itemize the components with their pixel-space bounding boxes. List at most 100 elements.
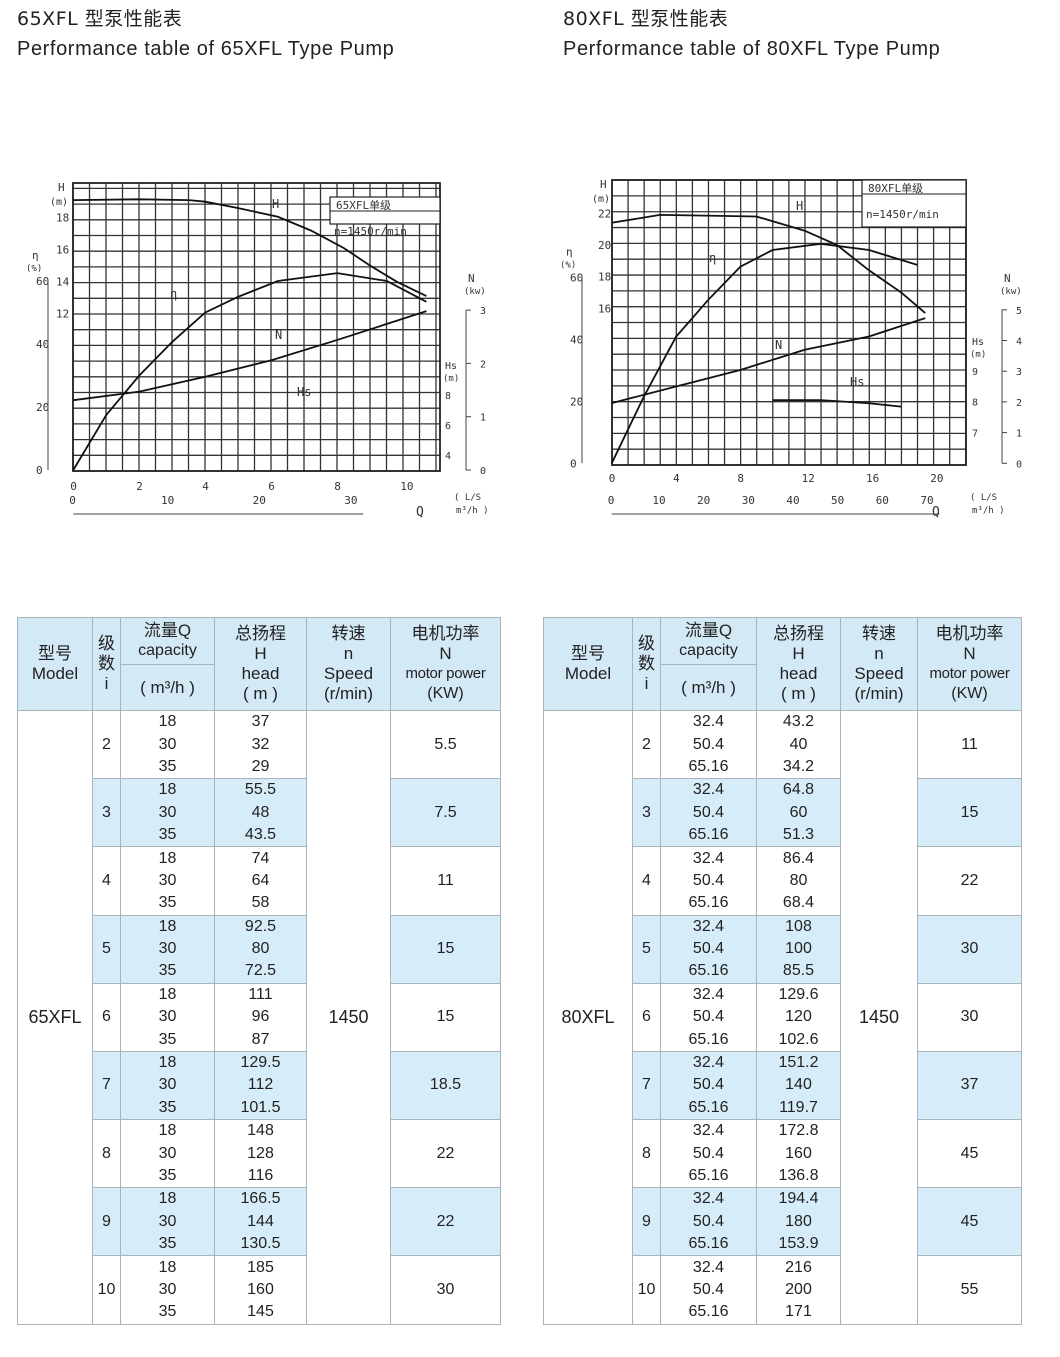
performance-charts: 65XFL单级n=1450r/minHηNHs12141618020406001… xyxy=(26,178,1022,520)
capacity-cell: 35 xyxy=(120,892,215,916)
table-row: 65.16 34.2 xyxy=(544,755,1022,780)
table-row: 35 58 xyxy=(18,892,501,916)
q-unit-ls: ( L/S xyxy=(454,493,481,503)
capacity-cell: 18 xyxy=(120,846,215,870)
n-axis-unit: (kw) xyxy=(464,287,486,297)
head-cell: 55.5 xyxy=(214,778,307,802)
head-cell: 48 xyxy=(214,801,307,824)
table-row: 30 80 xyxy=(18,937,501,961)
eta-axis-title: η xyxy=(32,249,39,262)
capacity-cell: 50.4 xyxy=(660,1074,757,1097)
capacity-cell: 65.16 xyxy=(660,1232,757,1257)
capacity-cell: 65.16 xyxy=(660,823,757,848)
capacity-cell: 50.4 xyxy=(660,1142,757,1165)
power-cell: 7.5 xyxy=(390,778,501,848)
q-m3h-tick-label: 20 xyxy=(697,494,710,507)
power-cell: 45 xyxy=(917,1119,1022,1189)
stage-cell: 10 xyxy=(632,1255,661,1325)
capacity-cell: 32.4 xyxy=(660,982,757,1007)
speed-label: n=1450r/min xyxy=(866,208,939,221)
h-axis-unit: (m) xyxy=(592,194,610,205)
q-m3h-tick-label: 30 xyxy=(344,494,357,507)
eta-axis-unit: (%) xyxy=(560,260,576,270)
curve-label-Hs: Hs xyxy=(850,375,864,389)
capacity-cell: 32.4 xyxy=(660,1255,757,1279)
head-cell: 85.5 xyxy=(756,960,841,984)
hs-tick-label: 9 xyxy=(972,367,978,378)
stage-cell: 6 xyxy=(92,982,121,1052)
power-cell: 30 xyxy=(390,1255,501,1325)
stage-cell: 3 xyxy=(92,778,121,848)
table-row: 65.16 171 xyxy=(544,1301,1022,1325)
table-row: 3 18 55.5 7.5 xyxy=(18,778,501,848)
q-axis-title: Q xyxy=(932,505,940,520)
n-tick-label: 5 xyxy=(1016,306,1022,317)
table-row: 35 116 xyxy=(18,1164,501,1189)
q-ls-tick-label: 10 xyxy=(400,480,413,493)
capacity-cell: 32.4 xyxy=(660,1050,757,1075)
hs-tick-label: 7 xyxy=(972,429,978,440)
eta-tick-label: 0 xyxy=(570,457,577,470)
q-m3h-tick-label: 30 xyxy=(742,494,755,507)
n-tick-label: 3 xyxy=(480,306,486,317)
q-m3h-tick-label: 10 xyxy=(652,494,665,507)
table-row: 65.16 68.4 xyxy=(544,892,1022,916)
table-row: 65.16 102.6 xyxy=(544,1028,1022,1052)
stage-cell: 9 xyxy=(632,1187,661,1257)
stage-cell: 2 xyxy=(632,709,661,780)
table-row: 30 48 xyxy=(18,801,501,824)
curve-H xyxy=(73,198,427,297)
left-title: 65XFL 型泵性能表 xyxy=(17,8,183,30)
capacity-cell: 32.4 xyxy=(660,914,757,938)
power-cell: 11 xyxy=(917,709,1022,780)
table-row: 50.4 80 xyxy=(544,869,1022,893)
table-row: 4 18 74 11 xyxy=(18,846,501,916)
capacity-cell: 18 xyxy=(120,1119,215,1143)
table-row: 65XFL 2 18 37 1450 5.5 xyxy=(17,709,501,1325)
head-cell: 102.6 xyxy=(756,1028,841,1052)
table-row: 30 128 xyxy=(18,1142,501,1165)
head-cell: 87 xyxy=(214,1028,307,1052)
hs-axis-unit: (m) xyxy=(443,374,459,384)
capacity-cell: 18 xyxy=(120,982,215,1007)
q-unit-m3h: m³/h ) xyxy=(456,506,489,516)
head-cell: 34.2 xyxy=(756,755,841,780)
stage-cell: 5 xyxy=(632,914,661,984)
capacity-cell: 35 xyxy=(120,1164,215,1189)
q-ls-tick-label: 16 xyxy=(866,472,879,485)
left-subtitle: Performance table of 65XFL Type Pump xyxy=(17,38,395,60)
head-cell: 172.8 xyxy=(756,1119,841,1143)
head-cell: 29 xyxy=(214,755,307,780)
h-tick-label: 14 xyxy=(56,276,70,289)
model-cell: 65XFL xyxy=(17,710,93,1325)
capacity-cell: 32.4 xyxy=(660,846,757,870)
header-speed: 转速 n Speed (r/min) xyxy=(840,617,918,711)
h-tick-label: 22 xyxy=(598,207,611,220)
n-axis-title: N xyxy=(1004,272,1011,285)
power-cell: 37 xyxy=(917,1050,1022,1121)
q-m3h-tick-label: 0 xyxy=(69,494,76,507)
n-axis-unit: (kw) xyxy=(1000,287,1022,297)
capacity-cell: 30 xyxy=(120,1210,215,1233)
power-cell: 22 xyxy=(390,1187,501,1257)
hs-axis-title: Hs xyxy=(972,337,984,348)
table-row: 30 32 xyxy=(18,733,501,756)
capacity-cell: 65.16 xyxy=(660,1164,757,1189)
eta-tick-label: 60 xyxy=(36,275,49,288)
capacity-cell: 32.4 xyxy=(660,1187,757,1211)
eta-tick-label: 20 xyxy=(36,401,49,414)
header-capacity: 流量Q capacity xyxy=(120,617,215,665)
head-cell: 129.6 xyxy=(756,982,841,1007)
power-cell: 45 xyxy=(917,1187,1022,1257)
power-cell: 30 xyxy=(917,982,1022,1052)
curve-N xyxy=(611,317,926,404)
power-cell: 15 xyxy=(390,982,501,1052)
head-cell: 128 xyxy=(214,1142,307,1165)
table-row: 35 29 xyxy=(18,755,501,780)
plot-frame xyxy=(72,182,441,472)
capacity-cell: 30 xyxy=(120,1006,215,1029)
model-label: 65XFL单级 xyxy=(336,199,391,212)
